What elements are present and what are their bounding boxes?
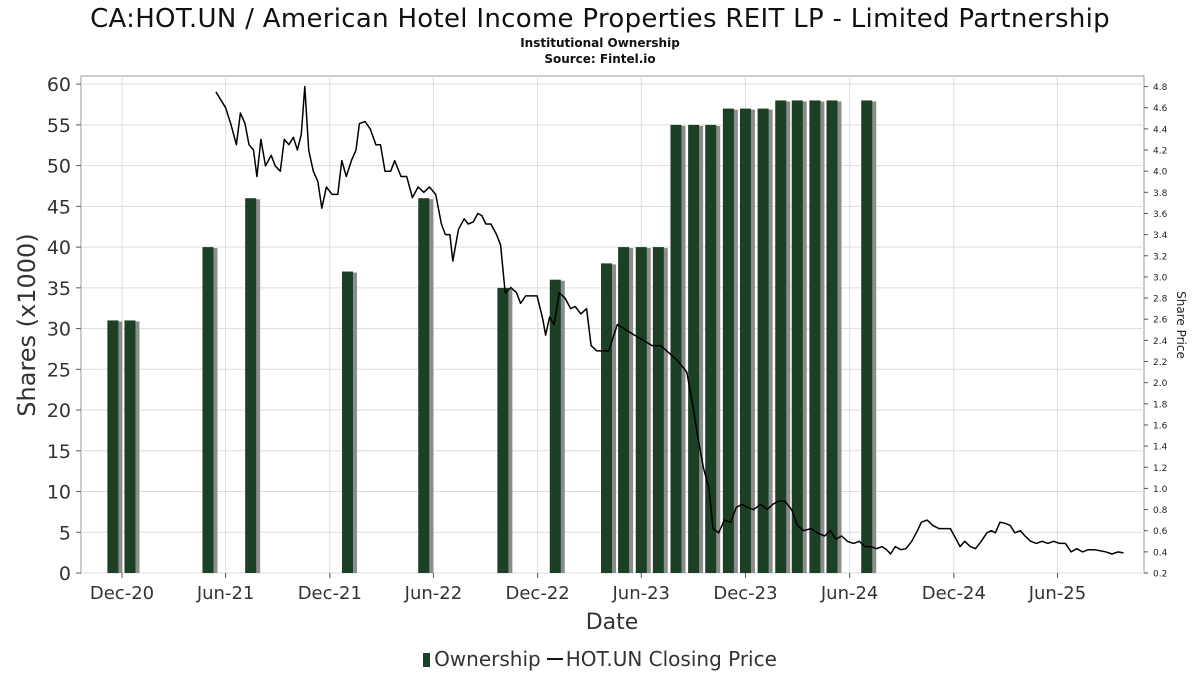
ownership-bar (549, 279, 561, 573)
y2-tick-label: 2.8 (1153, 295, 1168, 305)
ownership-bar (826, 100, 838, 573)
ownership-bar (652, 247, 664, 573)
y2-tick-label: 2.6 (1153, 316, 1168, 326)
ownership-bar (618, 247, 630, 573)
y-tick-label: 45 (47, 196, 71, 218)
ownership-bar (775, 100, 787, 573)
y-axis-label: Shares (x1000) (13, 233, 41, 416)
ownership-bar (705, 124, 717, 573)
ownership-bar (601, 263, 613, 573)
y2-tick-label: 0.4 (1153, 548, 1168, 558)
ownership-bar (418, 198, 430, 573)
y2-tick-label: 0.6 (1153, 527, 1168, 537)
x-tick-label: Jun-22 (404, 583, 463, 604)
y-tick-label: 0 (59, 563, 71, 585)
ownership-bar (635, 247, 647, 573)
y2-tick-label: 3.4 (1153, 231, 1168, 241)
x-axis-label: Date (586, 610, 639, 635)
legend-price-swatch (546, 658, 563, 660)
x-tick-label: Dec-20 (90, 583, 154, 604)
y-tick-label: 40 (47, 237, 71, 259)
x-tick-label: Dec-22 (506, 583, 570, 604)
y-tick-label: 5 (59, 522, 71, 544)
chart-subtitle: Institutional Ownership (520, 36, 680, 50)
y-tick-label: 50 (47, 156, 71, 178)
y2-tick-label: 1.0 (1153, 485, 1168, 495)
x-tick-label: Dec-24 (922, 583, 986, 604)
x-tick-label: Dec-23 (713, 583, 777, 604)
ownership-bar (739, 108, 751, 574)
ownership-bar (861, 100, 873, 573)
x-tick-label: Dec-21 (298, 583, 362, 604)
y-tick-label: 60 (47, 74, 71, 96)
ownership-bar (757, 108, 769, 574)
ownership-bar (809, 100, 821, 573)
y-tick-label: 30 (47, 319, 71, 341)
y-tick-label: 25 (47, 359, 71, 381)
y2-tick-label: 3.2 (1153, 252, 1167, 262)
ownership-bar (688, 124, 700, 573)
y2-tick-label: 4.6 (1153, 104, 1168, 114)
y-tick-label: 10 (47, 482, 71, 504)
legend-price-label: HOT.UN Closing Price (565, 647, 777, 671)
ownership-bar (722, 108, 734, 574)
ownership-bar (245, 198, 257, 573)
ownership-bar (107, 320, 119, 573)
x-tick-label: Jun-23 (611, 583, 670, 604)
y2-axis-label: Share Price (1174, 291, 1188, 359)
y2-tick-label: 4.4 (1153, 125, 1168, 135)
y-tick-label: 15 (47, 441, 71, 463)
y2-tick-label: 1.8 (1153, 400, 1168, 410)
y2-tick-label: 4.0 (1153, 168, 1168, 178)
y2-tick-label: 3.8 (1153, 189, 1168, 199)
x-tick-label: Jun-24 (820, 583, 879, 604)
ownership-bar (202, 247, 214, 573)
y2-tick-label: 4.8 (1153, 83, 1168, 93)
x-tick-label: Jun-25 (1028, 583, 1087, 604)
ownership-bar (791, 100, 803, 573)
ownership-bar (124, 320, 136, 573)
legend-ownership-swatch (423, 653, 431, 667)
y2-tick-label: 4.2 (1153, 147, 1167, 157)
y2-tick-label: 2.4 (1153, 337, 1168, 347)
y2-tick-label: 1.4 (1153, 443, 1168, 453)
ownership-bar (670, 124, 682, 573)
price-line (215, 85, 1124, 555)
y2-tick-label: 1.6 (1153, 421, 1168, 431)
y2-tick-label: 3.6 (1153, 210, 1168, 220)
chart-title: CA:HOT.UN / American Hotel Income Proper… (90, 4, 1110, 34)
chart-source: Source: Fintel.io (544, 52, 656, 66)
chart-legend: Ownership HOT.UN Closing Price (0, 647, 1200, 671)
y-tick-label: 35 (47, 278, 71, 300)
y2-tick-label: 1.2 (1153, 464, 1167, 474)
y2-tick-label: 0.2 (1153, 570, 1167, 580)
ownership-bar (341, 271, 353, 573)
x-tick-label: Jun-21 (196, 583, 255, 604)
legend-ownership-label: Ownership (434, 647, 541, 671)
y2-tick-label: 0.8 (1153, 506, 1168, 516)
y2-tick-label: 2.2 (1153, 358, 1167, 368)
ownership-bar (497, 287, 509, 573)
y2-tick-label: 3.0 (1153, 273, 1168, 283)
y-tick-label: 20 (47, 400, 71, 422)
y-tick-label: 55 (47, 115, 71, 137)
y2-tick-label: 2.0 (1153, 379, 1168, 389)
